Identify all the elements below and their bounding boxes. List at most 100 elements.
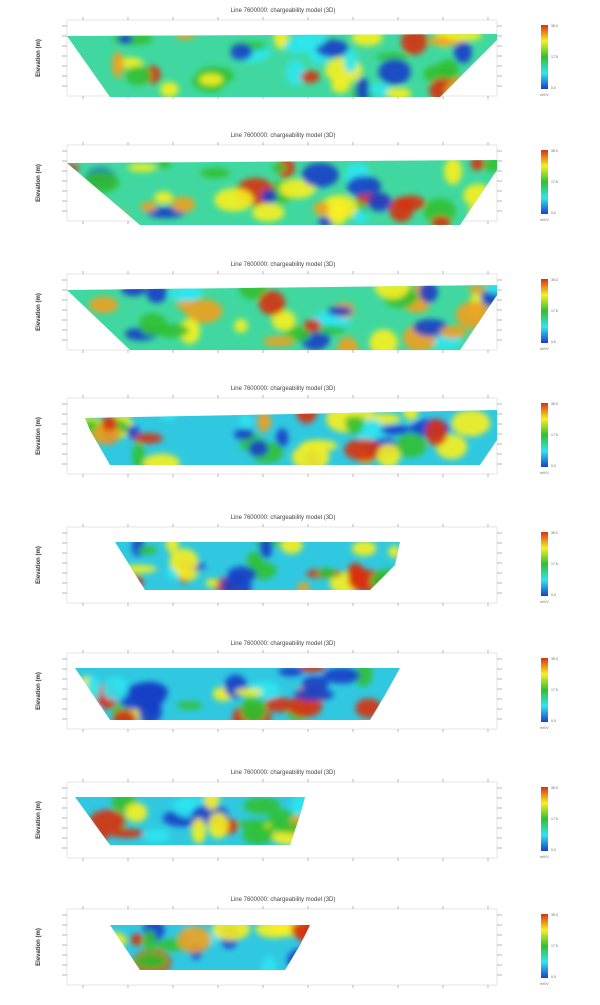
anomaly	[453, 40, 472, 64]
section-model	[75, 797, 305, 845]
anomaly	[132, 442, 145, 465]
anomaly	[269, 822, 305, 834]
colorbar-gradient	[541, 532, 548, 596]
colorbar: 35.0 17.5 0.0mV/V	[540, 402, 558, 475]
anomaly	[275, 428, 289, 448]
anomaly	[337, 337, 359, 350]
anomaly	[327, 306, 353, 317]
panel-4: Line 7600000: chargeability model (3D) El…	[36, 386, 558, 477]
anomaly	[120, 285, 147, 297]
anomaly	[125, 66, 152, 86]
plot-frame	[66, 908, 498, 986]
anomaly	[463, 183, 492, 208]
anomaly	[451, 410, 491, 437]
anomaly	[67, 164, 80, 173]
colorbar-gradient	[541, 914, 548, 978]
anomaly	[127, 163, 158, 172]
anomaly	[315, 39, 349, 58]
colorbar-tick: 17.5	[551, 433, 558, 437]
anomaly	[101, 415, 118, 432]
anomaly	[323, 668, 361, 684]
anomaly	[248, 440, 269, 457]
anomaly	[273, 34, 289, 50]
anomaly	[428, 77, 466, 97]
panel-title: Line 7600000: chargeability model (3D)	[231, 897, 336, 903]
anomaly	[482, 160, 497, 173]
anomaly	[208, 812, 229, 839]
anomaly	[125, 802, 148, 823]
anomaly	[369, 329, 398, 350]
anomaly	[354, 668, 373, 687]
colorbar-tick: 17.5	[551, 944, 558, 948]
anomaly	[445, 77, 477, 97]
plot-frame	[66, 781, 498, 859]
anomaly	[255, 925, 293, 938]
anomaly	[98, 207, 126, 225]
anomaly	[367, 192, 392, 212]
colorbar-tick: 0.0	[551, 464, 556, 468]
colorbar-unit: mV/V	[540, 471, 549, 475]
anomaly	[257, 411, 272, 432]
colorbar-tick: 17.5	[551, 309, 558, 313]
anomaly	[295, 410, 318, 424]
anomaly	[235, 688, 263, 697]
colorbar-tick: 0.0	[551, 593, 556, 597]
anomaly	[271, 310, 296, 331]
anomaly	[296, 582, 311, 590]
section-model	[67, 160, 497, 225]
colorbar-tick: 0.0	[551, 86, 556, 90]
anomaly	[298, 668, 326, 673]
anomaly	[242, 825, 274, 845]
panel-title: Line 7600000: chargeability model (3D)	[231, 515, 336, 521]
anomaly	[143, 829, 170, 843]
colorbar-tick: 17.5	[551, 817, 558, 821]
anomaly	[234, 318, 248, 333]
panel-title: Line 7600000: chargeability model (3D)	[231, 641, 336, 647]
anomaly	[291, 797, 305, 820]
anomaly	[479, 290, 497, 307]
colorbar-gradient	[541, 658, 548, 722]
anomaly	[293, 688, 334, 702]
section-model	[85, 410, 497, 465]
colorbar: 35.0 17.5 0.0mV/V	[540, 786, 558, 859]
anomaly	[347, 566, 370, 589]
colorbar-unit: mV/V	[540, 600, 549, 604]
anomaly	[86, 675, 100, 702]
anomaly	[388, 545, 400, 558]
anomaly	[264, 697, 296, 713]
panel-1: Line 7600000: chargeability model (3D) El…	[36, 8, 558, 99]
y-axis-label: Elevation (m)	[36, 672, 42, 710]
panel-title: Line 7600000: chargeability model (3D)	[231, 770, 336, 776]
anomaly	[397, 195, 426, 211]
anomaly	[239, 285, 267, 300]
anomaly	[177, 298, 193, 311]
anomaly	[291, 925, 310, 940]
anomaly	[261, 956, 277, 970]
colorbar-tick: 0.0	[551, 340, 556, 344]
anomaly	[317, 568, 337, 578]
anomaly	[263, 336, 295, 347]
section-model	[67, 34, 497, 97]
anomaly	[146, 285, 168, 304]
panel-title: Line 7600000: chargeability model (3D)	[231, 386, 336, 392]
colorbar-unit: mV/V	[540, 93, 549, 97]
anomaly	[379, 425, 412, 435]
anomaly	[171, 196, 196, 213]
anomaly	[233, 429, 254, 441]
anomaly	[343, 438, 383, 461]
anomaly	[401, 34, 428, 55]
section-model	[67, 285, 497, 350]
anomaly	[370, 568, 400, 590]
anomaly	[425, 418, 448, 447]
anomaly	[351, 542, 377, 556]
colorbar-tick: 35.0	[551, 24, 558, 28]
anomaly	[230, 43, 253, 61]
anomaly	[303, 319, 322, 332]
colorbar-tick: 17.5	[551, 55, 558, 59]
anomaly	[140, 201, 157, 213]
colorbar: 35.0 17.5 0.0mV/V	[540, 657, 558, 730]
anomaly	[470, 160, 485, 171]
anomaly	[283, 39, 317, 54]
colorbar-tick: 0.0	[551, 211, 556, 215]
anomaly	[444, 160, 463, 185]
